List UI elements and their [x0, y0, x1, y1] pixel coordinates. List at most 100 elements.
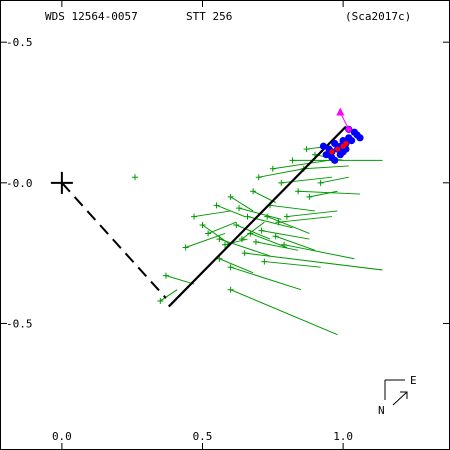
residual-line [230, 196, 254, 212]
residual-line [269, 204, 316, 212]
observation-point [317, 179, 324, 186]
residual-line [286, 210, 338, 218]
observation-point [227, 286, 234, 293]
header-wds-id: WDS 12564-0057 [45, 10, 138, 23]
observation-point [216, 255, 223, 262]
residual-line [272, 159, 330, 170]
residual-line [255, 241, 299, 251]
observation-point [295, 188, 302, 195]
orbit-lines [50, 125, 347, 308]
line-of-nodes [61, 182, 167, 299]
residual-line [244, 252, 383, 271]
observation-point [182, 244, 189, 251]
residual-line [261, 230, 310, 240]
recent-point [347, 137, 356, 145]
y-tick-label: -0.5 [6, 36, 33, 49]
x-tick-label: 0.5 [193, 430, 213, 443]
observation-point [227, 264, 234, 271]
observation-point [157, 297, 164, 304]
x-tick-label: 0.0 [52, 430, 72, 443]
residual-line [275, 235, 316, 251]
observation-point [306, 193, 313, 200]
header-reference: (Sca2017c) [345, 10, 411, 23]
observation-point [244, 213, 251, 220]
recent-measurements [319, 107, 364, 164]
residual-line [258, 168, 304, 178]
residual-line [160, 289, 178, 302]
residual-line [224, 238, 248, 246]
residual-line [281, 176, 332, 184]
y-tick-label: -0.5 [6, 317, 33, 330]
residual-line [320, 176, 349, 184]
recent-point [356, 134, 364, 142]
recent-point [339, 148, 347, 156]
y-tick-label: -0.0 [6, 177, 33, 190]
observation-point [132, 174, 138, 181]
observation-point [213, 202, 220, 209]
observation-point [238, 236, 245, 243]
residual-line [230, 266, 302, 291]
observation-point [199, 222, 206, 228]
residual-line [241, 221, 265, 240]
residual-line [309, 190, 338, 198]
observation-point [236, 205, 243, 212]
observation-point [216, 236, 223, 243]
observation-point [252, 238, 259, 245]
observation-point [283, 213, 290, 220]
observation-point [261, 258, 268, 265]
compass-east-label: E [410, 374, 417, 387]
observation-point [227, 193, 234, 200]
observation-point [289, 157, 296, 164]
recent-point [322, 151, 330, 159]
observation-point [258, 227, 265, 234]
residual-line [216, 204, 245, 218]
observation-point [255, 174, 262, 181]
residual-line [267, 216, 310, 234]
observation-point [269, 165, 276, 172]
latest-point [345, 126, 352, 133]
observation-point [222, 241, 228, 248]
residual-line [283, 244, 355, 260]
residual-line [236, 224, 271, 240]
residual-line [165, 275, 195, 285]
predicted-point [329, 149, 335, 155]
header-discoverer: STT 256 [186, 10, 232, 23]
residual-line [264, 261, 321, 268]
residual-line [250, 232, 288, 248]
observation-point [162, 272, 169, 279]
observation-point [233, 222, 240, 228]
residual-line [219, 258, 254, 274]
residual-line [278, 216, 332, 223]
observation-point [247, 230, 254, 237]
observation-point [241, 250, 248, 257]
observation-point [278, 179, 285, 186]
residual-line [219, 238, 271, 257]
predicted-point [343, 140, 349, 147]
x-tick-label: 1.0 [333, 430, 353, 443]
observation-point [205, 230, 212, 237]
residual-line [207, 221, 237, 234]
recent-point [331, 139, 339, 148]
observation-point [275, 219, 282, 226]
orbit-arc [167, 125, 347, 308]
residual-line [303, 165, 349, 170]
compass-north-label: N [378, 404, 385, 417]
observation-point [264, 213, 271, 220]
compass-arrow-line [392, 391, 408, 406]
residual-line [193, 210, 231, 218]
observation-point [191, 213, 198, 220]
orientation-compass: E N [378, 374, 417, 417]
observation-point [303, 146, 310, 153]
observation-point [272, 233, 279, 240]
residual-line [230, 289, 338, 336]
latest-triangle-marker [336, 107, 345, 116]
observation-point [250, 188, 257, 195]
compass-arrow-head [400, 391, 408, 399]
predicted-point [334, 146, 341, 152]
recent-point [331, 156, 339, 164]
observation-residuals [132, 145, 383, 336]
recent-point [319, 142, 328, 150]
